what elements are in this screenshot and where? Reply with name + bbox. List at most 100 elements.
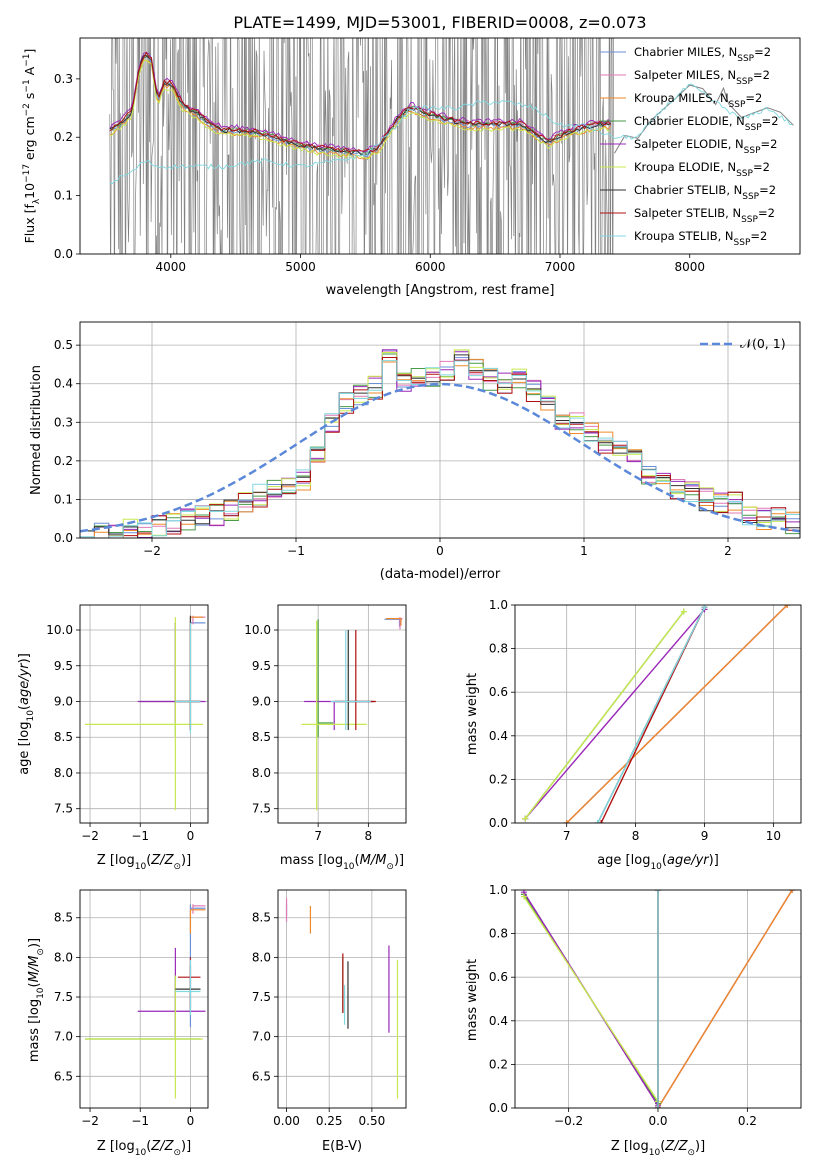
- x-tick-label: 1: [580, 544, 588, 558]
- grid: [278, 890, 406, 1108]
- axes-frame: [514, 604, 802, 824]
- y-tick-label: 6.5: [54, 1069, 73, 1083]
- errorbar-chabrier-stelib: [175, 965, 201, 1013]
- plot-area: [85, 904, 206, 1099]
- y-tick-label: 8.0: [54, 766, 73, 780]
- y-tick-label: 0.2: [54, 454, 73, 468]
- errorbar-chabrier-stelib: [175, 615, 201, 731]
- series-marker: [522, 815, 529, 822]
- x-axis-label: mass [log10(M/M⊙)]: [280, 853, 404, 872]
- errorbar-kroupa-stelib: [330, 630, 371, 731]
- plot-mass_vs_Z: −2 −1 0 6.5 7.0 7.5 8.0 8.5 Z [log10(Z/Z⊙)] mass …: [27, 889, 209, 1158]
- x-tick-label: 7: [563, 829, 571, 843]
- histogram-kroupa-stelib: [80, 360, 800, 538]
- y-tick-label: 0.2: [489, 1057, 508, 1071]
- y-axis-label: Flux [fλ10−17 erg cm−2 s−1 A−1]: [22, 49, 42, 244]
- x-axis-label: Z [log10(Z/Z⊙)]: [97, 853, 191, 872]
- errorbar-kroupa-stelib: [175, 622, 201, 734]
- errorbar-kroupa-elodie: [85, 975, 203, 1099]
- legend-label: Kroupa MILES, NSSP=2: [634, 91, 762, 110]
- x-axis-label: (data-model)/error: [380, 567, 501, 582]
- plot-area: [522, 605, 791, 823]
- plot-area: [301, 617, 403, 811]
- series-marker: [789, 890, 796, 893]
- series-marker: [598, 820, 605, 823]
- series-line: [524, 611, 685, 820]
- errorbar-chabrier-miles: [189, 904, 206, 1028]
- y-tick-label: 7.0: [252, 1030, 271, 1044]
- errorbar-chabrier-elodie: [140, 622, 201, 738]
- legend-label: Salpeter ELODIE, NSSP=2: [634, 137, 777, 156]
- y-tick-label: 7.5: [54, 802, 73, 816]
- legend-label: Salpeter STELIB, NSSP=2: [634, 206, 775, 225]
- grid: [80, 605, 208, 823]
- model-line-kroupa-stelib: [109, 83, 793, 185]
- plot-area: [85, 615, 206, 811]
- y-tick-label: 9.5: [54, 659, 73, 673]
- model-line-kroupa-miles: [109, 59, 611, 160]
- axes-frame: [79, 889, 209, 1109]
- y-tick-label: 0.1: [54, 189, 73, 203]
- plot-area: [109, 38, 794, 254]
- legend-label: Kroupa ELODIE, NSSP=2: [634, 160, 770, 179]
- errorbar-kroupa-miles: [385, 617, 402, 626]
- series-kroupa-miles: [563, 605, 791, 823]
- x-tick-label: 0.00: [273, 1114, 300, 1128]
- plot-cumul_age: 7 8 9 10 0.0 0.2 0.4 0.6 0.8 1.0 age [log10(age/yr…: [465, 598, 802, 872]
- series-kroupa-stelib: [655, 890, 661, 1108]
- plot-age_vs_mass: 7 8 7.5 8.0 8.5 9.0 9.5 10.0 mass [log10(M/M⊙)]: [244, 604, 407, 872]
- y-axis-label: Normed distribution: [29, 365, 44, 495]
- errorbar-salpeter-elodie: [137, 622, 206, 723]
- grid: [278, 605, 406, 823]
- y-tick-label: 10.0: [46, 623, 73, 637]
- x-tick-label: 8: [365, 829, 373, 843]
- plot-area: [520, 890, 796, 1108]
- series-marker: [563, 820, 570, 823]
- axes-frame: [79, 604, 209, 824]
- x-tick-label: −1: [287, 544, 305, 558]
- y-tick-label: 0.5: [54, 338, 73, 352]
- y-tick-label: 8.5: [252, 911, 271, 925]
- grid: [80, 890, 208, 1108]
- data-spectrum-line: [109, 38, 614, 254]
- errorbar-chabrier-elodie: [317, 619, 334, 738]
- gaussian-curve: [80, 382, 800, 533]
- grid: [515, 604, 801, 824]
- plot-area: [285, 897, 399, 1099]
- series-kroupa-elodie: [522, 608, 687, 822]
- x-tick-label: 2: [724, 544, 732, 558]
- model-line-chabrier-stelib: [109, 55, 611, 156]
- series-kroupa-miles: [655, 890, 796, 1108]
- y-tick-label: 9.0: [54, 694, 73, 708]
- y-axis-label: age [log10(age/yr)]: [17, 653, 36, 775]
- y-tick-label: 7.5: [252, 990, 271, 1004]
- y-tick-label: 8.5: [54, 911, 73, 925]
- x-tick-label: −1: [131, 1114, 149, 1128]
- y-tick-label: 0.3: [54, 72, 73, 86]
- x-tick-label: 4000: [156, 260, 187, 274]
- errorbar-chabrier-elodie: [85, 975, 201, 1040]
- x-axis-label: E(B-V): [322, 1139, 362, 1154]
- x-tick-label: −2: [81, 829, 99, 843]
- x-tick-label: 0.25: [316, 1114, 343, 1128]
- series-marker: [655, 1105, 661, 1108]
- errorbar-kroupa-miles: [189, 616, 203, 725]
- x-tick-label: 6000: [415, 260, 446, 274]
- y-tick-label: 0.0: [489, 816, 508, 830]
- histogram-chabrier-stelib: [80, 354, 800, 538]
- model-line-kroupa-elodie: [109, 59, 611, 160]
- y-tick-label: 8.0: [54, 950, 73, 964]
- errorbar-salpeter-stelib: [177, 622, 201, 731]
- y-tick-label: 0.8: [489, 642, 508, 656]
- x-tick-label: 0.2: [738, 1114, 757, 1128]
- y-tick-label: 0.1: [54, 492, 73, 506]
- series-kroupa-elodie: [520, 893, 661, 1105]
- y-tick-label: 0.4: [489, 729, 508, 743]
- errorbar-salpeter-stelib: [335, 630, 376, 731]
- y-tick-label: 7.0: [54, 1030, 73, 1044]
- series-marker: [520, 893, 527, 900]
- x-tick-label: −2: [81, 1114, 99, 1128]
- series-line: [657, 890, 793, 1108]
- x-axis-label: Z [log10(Z/Z⊙)]: [611, 1139, 705, 1158]
- x-tick-label: 0: [187, 829, 195, 843]
